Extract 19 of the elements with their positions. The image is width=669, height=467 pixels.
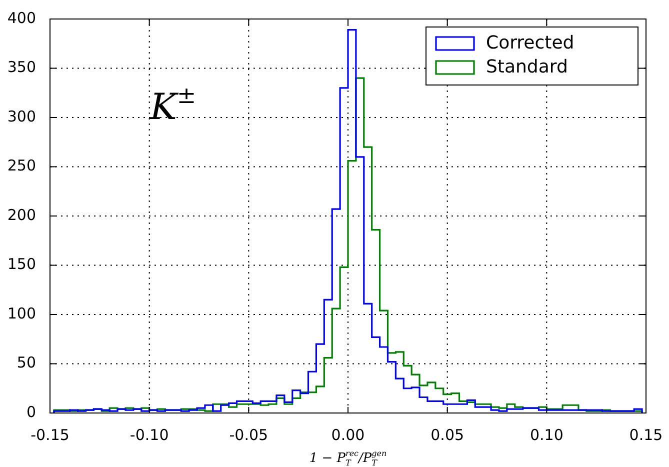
x-tick-label: 0.15 [629,426,663,444]
x-tick-label: 0.00 [331,426,365,444]
y-tick-label: 400 [7,8,36,27]
y-tick-label: 250 [7,156,36,175]
y-tick-label: 350 [7,58,36,76]
x-tick-label: -0.10 [130,426,169,444]
legend-label: Standard [486,56,568,78]
y-tick-label: 300 [7,107,36,126]
y-tick-label: 150 [7,255,36,274]
x-tick-label: 0.10 [530,426,564,444]
y-tick-label: 200 [7,206,36,224]
y-tick-label: 100 [7,304,36,322]
x-tick-label: 0.05 [430,426,464,444]
x-tick-label: -0.05 [229,426,268,444]
x-tick-label: -0.15 [30,426,70,444]
annotation: K± [149,82,196,128]
legend-label: Corrected [486,32,574,54]
y-tick-label: 50 [16,354,36,372]
y-tick-label: 0 [26,402,36,421]
